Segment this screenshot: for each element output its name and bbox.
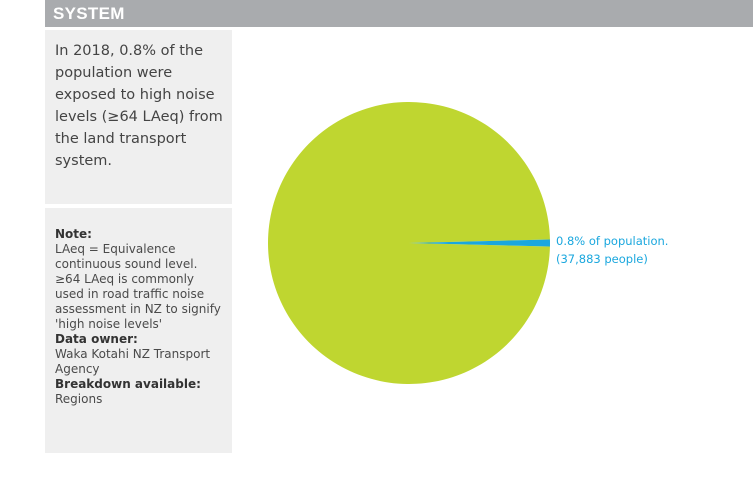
- pie-slice-not-exposed: [267, 101, 550, 384]
- data-owner-label: Data owner:: [55, 332, 138, 346]
- summary-panel: In 2018, 0.8% of the population were exp…: [45, 30, 232, 204]
- section-title: SYSTEM: [53, 4, 125, 23]
- note-text: LAeq = Equivalence continuous sound leve…: [55, 242, 221, 331]
- slice-annotation: 0.8% of population. (37,883 people): [556, 232, 668, 268]
- summary-text: In 2018, 0.8% of the population were exp…: [55, 43, 223, 169]
- breakdown-label: Breakdown available:: [55, 377, 201, 391]
- section-header: SYSTEM: [45, 0, 753, 27]
- slice-annotation-line2: (37,883 people): [556, 252, 648, 266]
- slice-annotation-line1: 0.8% of population.: [556, 234, 669, 248]
- breakdown-text: Regions: [55, 392, 103, 406]
- note-label: Note:: [55, 227, 92, 241]
- pie-slice-exposed: [409, 239, 550, 247]
- data-owner-text: Waka Kotahi NZ Transport Agency: [55, 347, 211, 376]
- notes-panel: Note: LAeq = Equivalence continuous soun…: [45, 208, 232, 453]
